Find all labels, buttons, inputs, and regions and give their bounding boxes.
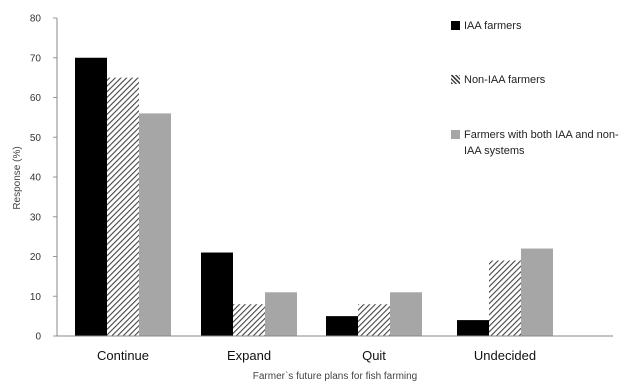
y-tick-label: 70 [30, 53, 42, 64]
bar-undecided-series-3 [521, 248, 553, 336]
x-category-label: Quit [362, 348, 386, 363]
y-axis-ticks: 0 10 20 30 40 50 60 70 80 [30, 14, 57, 343]
y-tick-label: 80 [30, 14, 42, 25]
bar-undecided-series-1 [457, 320, 489, 336]
bar-expand-series-2 [233, 304, 265, 336]
bar-continue-series-2 [107, 77, 139, 336]
bar-quit-series-1 [326, 316, 358, 336]
bar-expand-series-1 [201, 252, 233, 336]
bar-undecided-series-2 [489, 260, 521, 336]
bar-quit-series-2 [358, 304, 390, 336]
x-category-label: Continue [97, 348, 149, 363]
x-axis-title: Farmer`s future plans for fish farming [253, 370, 418, 381]
legend-label: Farmers with both IAA and non-IAA system… [464, 129, 619, 157]
bar-quit-series-3 [390, 292, 422, 336]
y-axis-title: Response (%) [12, 146, 23, 209]
y-tick-label: 0 [35, 332, 41, 343]
legend-label: Non-IAA farmers [464, 74, 546, 86]
legend-item-both: Farmers with both IAA and non-IAA system… [451, 127, 621, 159]
y-tick-label: 50 [30, 133, 42, 144]
legend-item-non-iaa: Non-IAA farmers [451, 72, 545, 88]
x-category-label: Expand [227, 348, 271, 363]
x-axis-category-labels: Continue Expand Quit Undecided [97, 348, 536, 363]
bar-expand-series-3 [265, 292, 297, 336]
y-tick-label: 30 [30, 212, 42, 223]
legend-label: IAA farmers [464, 20, 522, 32]
axes [56, 18, 613, 337]
y-tick-label: 10 [30, 292, 42, 303]
y-tick-label: 60 [30, 93, 42, 104]
legend-swatch-solid-black [451, 21, 460, 30]
y-tick-label: 40 [30, 173, 42, 184]
legend-swatch-solid-gray [451, 130, 460, 139]
legend-swatch-hatched [451, 75, 460, 84]
y-tick-label: 20 [30, 252, 42, 263]
bars [75, 57, 553, 337]
bar-continue-series-3 [139, 113, 171, 337]
x-category-label: Undecided [474, 348, 536, 363]
bar-continue-series-1 [75, 57, 107, 336]
legend-item-iaa: IAA farmers [451, 18, 521, 34]
